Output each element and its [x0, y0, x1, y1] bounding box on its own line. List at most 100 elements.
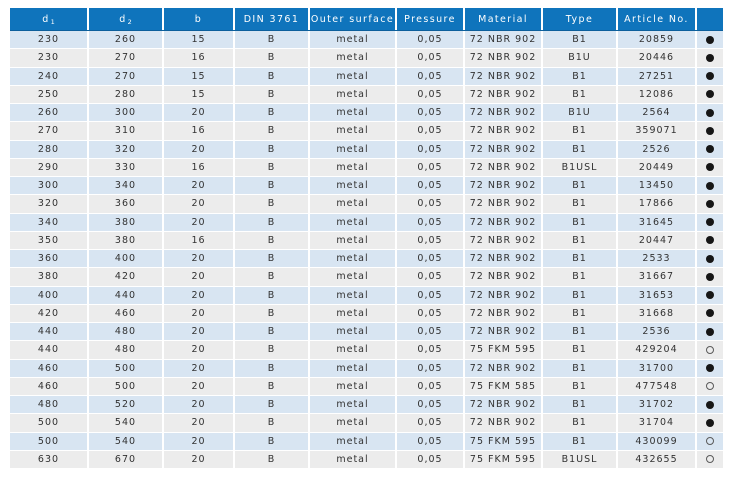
cell-outer: metal [310, 341, 397, 359]
cell-pressure: 0,05 [397, 158, 465, 176]
cell-dot [697, 122, 723, 140]
cell-type: B1 [543, 286, 618, 304]
cell-article: 2536 [618, 323, 697, 341]
cell-dot [697, 213, 723, 231]
cell-din: B [235, 286, 310, 304]
cell-din: B [235, 341, 310, 359]
column-header-label: d [42, 13, 50, 25]
cell-b: 20 [164, 140, 235, 158]
cell-d1: 290 [10, 158, 89, 176]
cell-b: 15 [164, 85, 235, 103]
column-header-label: Outer surface [310, 13, 395, 25]
cell-type: B1 [543, 359, 618, 377]
cell-article: 31702 [618, 396, 697, 414]
dot-filled-icon [706, 181, 714, 190]
cell-b: 20 [164, 396, 235, 414]
cell-d2: 310 [89, 122, 164, 140]
cell-type: B1 [543, 323, 618, 341]
cell-din: B [235, 85, 310, 103]
cell-type: B1 [543, 213, 618, 231]
cell-b: 20 [164, 286, 235, 304]
cell-outer: metal [310, 250, 397, 268]
cell-d1: 500 [10, 414, 89, 432]
column-header-subscript: 1 [50, 17, 55, 26]
cell-type: B1 [543, 231, 618, 249]
cell-din: B [235, 31, 310, 49]
cell-d1: 460 [10, 377, 89, 395]
cell-type: B1 [543, 268, 618, 286]
cell-article: 12086 [618, 85, 697, 103]
cell-d1: 480 [10, 396, 89, 414]
cell-article: 2564 [618, 104, 697, 122]
cell-d2: 480 [89, 323, 164, 341]
cell-din: B [235, 122, 310, 140]
column-header-dot [697, 8, 723, 30]
dot-filled-icon [706, 35, 714, 44]
cell-article: 31667 [618, 268, 697, 286]
dot-filled-icon [706, 400, 714, 409]
cell-pressure: 0,05 [397, 31, 465, 49]
cell-d2: 500 [89, 377, 164, 395]
cell-dot [697, 104, 723, 122]
cell-d2: 380 [89, 213, 164, 231]
cell-material: 75 FKM 585 [465, 377, 543, 395]
cell-d1: 230 [10, 49, 89, 67]
cell-pressure: 0,05 [397, 286, 465, 304]
cell-outer: metal [310, 67, 397, 85]
cell-material: 72 NBR 902 [465, 177, 543, 195]
dot-filled-icon [706, 199, 714, 208]
cell-type: B1 [543, 432, 618, 450]
cell-b: 16 [164, 231, 235, 249]
cell-b: 20 [164, 250, 235, 268]
column-header-label: Pressure [404, 13, 456, 25]
cell-outer: metal [310, 177, 397, 195]
cell-d2: 540 [89, 432, 164, 450]
cell-dot [697, 67, 723, 85]
cell-type: B1 [543, 31, 618, 49]
cell-material: 72 NBR 902 [465, 85, 543, 103]
cell-din: B [235, 414, 310, 432]
dot-filled-icon [706, 309, 714, 318]
cell-pressure: 0,05 [397, 450, 465, 468]
cell-outer: metal [310, 304, 397, 322]
cell-d1: 380 [10, 268, 89, 286]
cell-outer: metal [310, 414, 397, 432]
cell-b: 20 [164, 414, 235, 432]
cell-outer: metal [310, 31, 397, 49]
cell-b: 20 [164, 377, 235, 395]
cell-b: 20 [164, 104, 235, 122]
cell-outer: metal [310, 158, 397, 176]
cell-pressure: 0,05 [397, 140, 465, 158]
cell-type: B1 [543, 177, 618, 195]
cell-din: B [235, 250, 310, 268]
cell-pressure: 0,05 [397, 323, 465, 341]
cell-pressure: 0,05 [397, 213, 465, 231]
cell-outer: metal [310, 85, 397, 103]
cell-d1: 340 [10, 213, 89, 231]
cell-d2: 460 [89, 304, 164, 322]
cell-d2: 400 [89, 250, 164, 268]
cell-material: 72 NBR 902 [465, 140, 543, 158]
cell-pressure: 0,05 [397, 49, 465, 67]
cell-din: B [235, 323, 310, 341]
cell-pressure: 0,05 [397, 231, 465, 249]
cell-d2: 440 [89, 286, 164, 304]
cell-din: B [235, 450, 310, 468]
dot-filled-icon [706, 145, 714, 154]
cell-type: B1 [543, 396, 618, 414]
cell-d1: 300 [10, 177, 89, 195]
cell-din: B [235, 213, 310, 231]
dot-open-icon [706, 455, 714, 464]
column-header-label: Material [478, 13, 528, 25]
cell-pressure: 0,05 [397, 177, 465, 195]
cell-dot [697, 250, 723, 268]
cell-material: 72 NBR 902 [465, 250, 543, 268]
